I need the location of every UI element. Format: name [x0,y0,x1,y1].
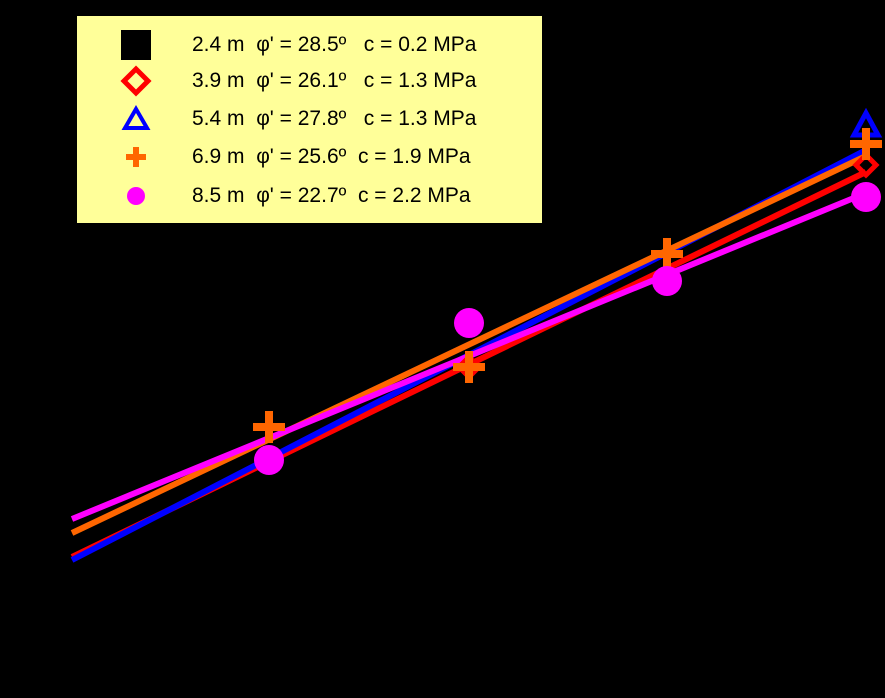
circle-marker-icon [851,182,881,212]
legend-row-3-9m: 3.9 m φ' = 26.1º c = 1.3 MPa [77,64,542,98]
legend-label: 5.4 m φ' = 27.8º c = 1.3 MPa [192,107,477,130]
legend-row-5-4m: 5.4 m φ' = 27.8º c = 1.3 MPa [77,102,542,136]
plus-marker-icon [850,128,882,160]
circle-marker-icon [652,266,682,296]
data-points [253,107,883,475]
plus-marker-icon [453,351,485,383]
circle-marker-icon [127,187,145,205]
legend-row-6-9m: 6.9 m φ' = 25.6º c = 1.9 MPa [77,140,542,174]
legend-label: 2.4 m φ' = 28.5º c = 0.2 MPa [192,33,477,56]
circle-marker-icon [454,308,484,338]
legend: 2.4 m φ' = 28.5º c = 0.2 MPa 3.9 m φ' = … [77,16,542,223]
legend-label: 6.9 m φ' = 25.6º c = 1.9 MPa [192,145,471,168]
plus-marker-icon [126,147,146,167]
legend-label: 8.5 m φ' = 22.7º c = 2.2 MPa [192,184,471,207]
diamond-marker-icon [120,65,152,97]
plus-marker-icon [253,411,285,443]
diamond-marker-icon [852,151,880,179]
circle-marker-icon [254,445,284,475]
legend-row-8-5m: 8.5 m φ' = 22.7º c = 2.2 MPa [77,179,542,213]
triangle-marker-icon [121,105,151,130]
fit-line-6-9-m [70,153,868,536]
plus-marker-icon [651,238,683,270]
legend-row-2-4m: 2.4 m φ' = 28.5º c = 0.2 MPa [77,28,542,62]
square-marker-icon [121,30,151,60]
legend-label: 3.9 m φ' = 26.1º c = 1.3 MPa [192,69,477,92]
